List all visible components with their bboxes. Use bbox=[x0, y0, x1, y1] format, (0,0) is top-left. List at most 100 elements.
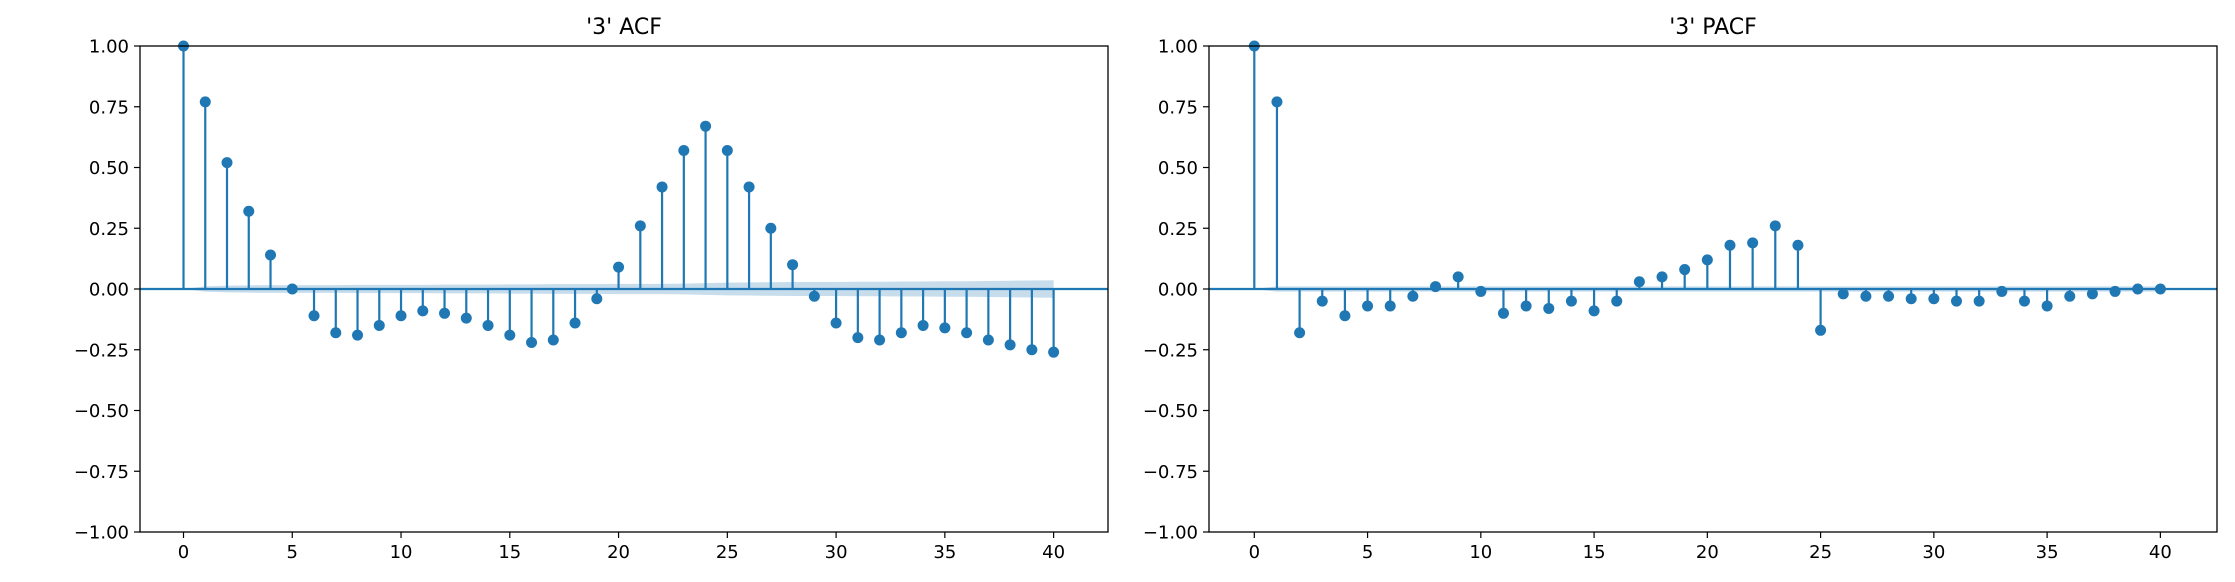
acf-point-38 bbox=[1004, 339, 1016, 351]
pacf-point-24 bbox=[1792, 239, 1804, 251]
pacf-point-16 bbox=[1611, 295, 1623, 307]
pacf-point-13 bbox=[1543, 302, 1555, 314]
acf-point-8 bbox=[352, 329, 364, 341]
pacf-point-32 bbox=[1973, 295, 1985, 307]
pacf-point-14 bbox=[1565, 295, 1577, 307]
pacf-point-18 bbox=[1656, 271, 1668, 283]
pacf-point-19 bbox=[1679, 264, 1691, 276]
pacf-point-39 bbox=[2132, 283, 2144, 295]
pacf-y-tick-label-5: 0.25 bbox=[1158, 219, 1198, 240]
acf-y-tick-label-1: −0.75 bbox=[74, 462, 129, 483]
pacf-point-22 bbox=[1747, 237, 1759, 249]
pacf-point-1 bbox=[1271, 96, 1283, 108]
acf-point-6 bbox=[308, 310, 320, 322]
acf-point-2 bbox=[221, 157, 233, 169]
acf-point-21 bbox=[634, 220, 646, 232]
pacf-point-23 bbox=[1769, 220, 1781, 232]
pacf-point-38 bbox=[2109, 285, 2121, 297]
pacf-point-31 bbox=[1951, 295, 1963, 307]
acf-x-tick-label-5: 5 bbox=[287, 542, 298, 563]
pacf-point-33 bbox=[1996, 285, 2008, 297]
acf-x-tick-label-35: 35 bbox=[933, 542, 956, 563]
pacf-point-17 bbox=[1633, 276, 1645, 288]
pacf-x-tick-label-40: 40 bbox=[2149, 542, 2172, 563]
acf-x-tick-label-40: 40 bbox=[1042, 542, 1065, 563]
pacf-point-10 bbox=[1475, 285, 1487, 297]
acf-point-15 bbox=[504, 329, 516, 341]
pacf-point-9 bbox=[1452, 271, 1464, 283]
pacf-point-36 bbox=[2064, 290, 2076, 302]
pacf-y-tick-label-7: 0.75 bbox=[1158, 97, 1198, 118]
pacf-point-37 bbox=[2086, 288, 2098, 300]
acf-point-5 bbox=[286, 283, 298, 295]
acf-y-tick-label-8: 1.00 bbox=[89, 37, 129, 58]
acf-point-32 bbox=[874, 334, 886, 346]
acf-point-27 bbox=[765, 222, 777, 234]
acf-point-35 bbox=[939, 322, 951, 334]
acf-x-tick-label-20: 20 bbox=[607, 542, 630, 563]
pacf-point-12 bbox=[1520, 300, 1532, 312]
pacf-panel: '3' PACF 0 5 10 15 20 25 30 35 40 −1.00 −0.75 −0.50 −… bbox=[1143, 15, 2218, 563]
pacf-point-30 bbox=[1928, 293, 1940, 305]
pacf-point-35 bbox=[2041, 300, 2053, 312]
acf-y-tick-label-4: 0.00 bbox=[89, 280, 129, 301]
pacf-point-25 bbox=[1815, 324, 1827, 336]
acf-point-12 bbox=[439, 307, 451, 319]
acf-point-23 bbox=[678, 144, 690, 156]
acf-point-9 bbox=[373, 319, 385, 331]
pacf-x-tick-label-20: 20 bbox=[1696, 542, 1719, 563]
acf-point-39 bbox=[1026, 344, 1038, 356]
acf-point-26 bbox=[743, 181, 755, 193]
acf-y-tick-label-7: 0.75 bbox=[89, 97, 129, 118]
pacf-x-tick-label-10: 10 bbox=[1469, 542, 1492, 563]
acf-point-17 bbox=[547, 334, 559, 346]
pacf-point-6 bbox=[1384, 300, 1396, 312]
acf-y-tick-label-2: −0.50 bbox=[74, 401, 129, 422]
pacf-point-20 bbox=[1701, 254, 1713, 266]
pacf-x-tick-label-25: 25 bbox=[1809, 542, 1832, 563]
acf-y-tick-label-6: 0.50 bbox=[89, 158, 129, 179]
acf-x-tick-label-15: 15 bbox=[498, 542, 521, 563]
acf-point-13 bbox=[460, 312, 472, 324]
pacf-point-34 bbox=[2018, 295, 2030, 307]
acf-y-tick-label-5: 0.25 bbox=[89, 219, 129, 240]
acf-point-22 bbox=[656, 181, 668, 193]
acf-point-34 bbox=[917, 319, 929, 331]
pacf-point-29 bbox=[1905, 293, 1917, 305]
acf-point-20 bbox=[613, 261, 625, 273]
pacf-point-3 bbox=[1316, 295, 1328, 307]
pacf-x-tick-label-5: 5 bbox=[1362, 542, 1373, 563]
acf-point-30 bbox=[830, 317, 842, 329]
acf-chart-title: '3' ACF bbox=[586, 15, 662, 40]
acf-x-tick-label-10: 10 bbox=[390, 542, 413, 563]
pacf-point-8 bbox=[1430, 281, 1442, 293]
acf-point-19 bbox=[591, 293, 603, 305]
pacf-x-tick-label-35: 35 bbox=[2036, 542, 2059, 563]
acf-point-11 bbox=[417, 305, 429, 317]
pacf-y-tick-label-3: −0.25 bbox=[1143, 340, 1198, 361]
acf-point-36 bbox=[961, 327, 973, 339]
acf-point-31 bbox=[852, 332, 864, 344]
acf-point-28 bbox=[787, 259, 799, 271]
pacf-point-28 bbox=[1883, 290, 1895, 302]
acf-point-3 bbox=[243, 205, 255, 217]
acf-x-tick-label-0: 0 bbox=[178, 542, 189, 563]
acf-point-18 bbox=[569, 317, 581, 329]
acf-point-16 bbox=[526, 336, 538, 348]
pacf-x-tick-label-15: 15 bbox=[1583, 542, 1606, 563]
pacf-y-tick-label-6: 0.50 bbox=[1158, 158, 1198, 179]
pacf-point-7 bbox=[1407, 290, 1419, 302]
pacf-point-21 bbox=[1724, 239, 1736, 251]
pacf-point-11 bbox=[1497, 307, 1509, 319]
acf-point-1 bbox=[199, 96, 211, 108]
acf-point-33 bbox=[895, 327, 907, 339]
acf-point-7 bbox=[330, 327, 342, 339]
pacf-y-tick-label-8: 1.00 bbox=[1158, 37, 1198, 58]
acf-point-10 bbox=[395, 310, 407, 322]
acf-point-29 bbox=[808, 290, 820, 302]
acf-point-24 bbox=[700, 120, 712, 132]
acf-panel: '3' ACF 0 5 10 15 20 25 30 35 40 −1.00 −0.75 −0.50 −0… bbox=[74, 15, 1109, 563]
acf-y-tick-label-3: −0.25 bbox=[74, 340, 129, 361]
pacf-point-2 bbox=[1294, 327, 1306, 339]
